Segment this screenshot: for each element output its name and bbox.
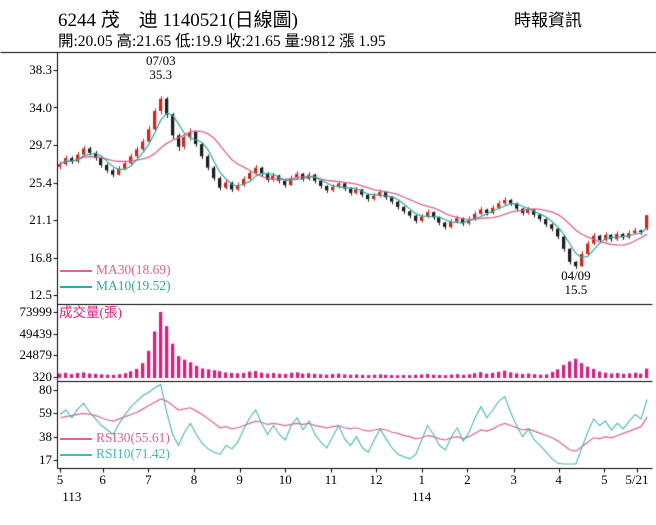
price-axis-tick-label: 34.0: [29, 99, 52, 115]
rsi-axis-tick-label: 38: [39, 428, 52, 444]
ma10-legend: MA10(19.52): [96, 278, 171, 293]
price-axis-tick-label: 25.4: [29, 174, 52, 190]
x-axis-tick-label: 1: [418, 472, 425, 487]
source-label: 時報資訊: [514, 11, 582, 30]
peak-date-annotation: 07/03: [145, 53, 176, 68]
x-axis-tick-label: 3: [510, 472, 517, 487]
x-axis-tick-label: 6: [99, 472, 106, 487]
rsi10-legend-swatch: [60, 454, 92, 456]
x-axis-tick-label: 5: [56, 472, 64, 487]
peak-value-annotation: 35.3: [149, 67, 173, 82]
trough-value-annotation: 15.5: [564, 282, 588, 297]
price-axis-tick-label: 38.3: [29, 62, 52, 77]
x-axis-tick-label: 4: [555, 472, 562, 487]
x-axis-tick-label: 12: [369, 472, 383, 487]
x-axis-tick-label: 9: [236, 472, 243, 487]
x-axis-tick-label: 10: [278, 472, 292, 487]
x-axis-tick-label: 5/21: [625, 472, 649, 487]
year-label: 113: [62, 489, 82, 504]
price-axis-tick-label: 29.7: [29, 137, 52, 152]
volume-axis-tick-label: 73999: [19, 304, 53, 319]
trough-date-annotation: 04/09: [561, 268, 591, 283]
volume-legend: 成交量(張): [59, 305, 122, 320]
x-axis-tick-label: 8: [190, 472, 198, 487]
ma30-legend: MA30(18.69): [96, 262, 171, 277]
rsi-axis-tick-label: 17: [39, 452, 52, 467]
chart-title: 6244 茂 迪 1140521(日線圖): [58, 10, 298, 31]
price-axis-tick-label: 16.8: [29, 249, 52, 265]
x-axis-tick-label: 7: [145, 472, 152, 487]
volume-axis-tick-label: 24879: [19, 347, 53, 363]
price-axis-tick-label: 12.5: [29, 287, 52, 302]
ohlc-summary: 開:20.05 高:21.65 低:19.9 收:21.65 量:9812 漲 …: [58, 33, 386, 50]
ma10-legend-swatch: [60, 286, 92, 288]
volume-axis-tick-label: 49439: [19, 325, 53, 341]
rsi-axis-tick-label: 80: [39, 382, 52, 397]
volume-axis-tick-label: 320: [32, 369, 53, 384]
rsi30-legend-swatch: [60, 438, 92, 440]
rsi10-legend: RSI10(71.42): [96, 446, 170, 461]
year-label: 114: [412, 489, 432, 504]
price-axis-tick-label: 21.1: [29, 212, 52, 227]
ma30-legend-swatch: [60, 270, 92, 272]
rsi-axis-tick-label: 59: [39, 405, 52, 421]
x-axis-tick-label: 11: [324, 472, 338, 487]
x-axis-tick-label: 2: [464, 472, 471, 487]
x-axis-tick-label: 5: [601, 472, 608, 487]
rsi30-legend: RSI30(55.61): [96, 430, 170, 445]
